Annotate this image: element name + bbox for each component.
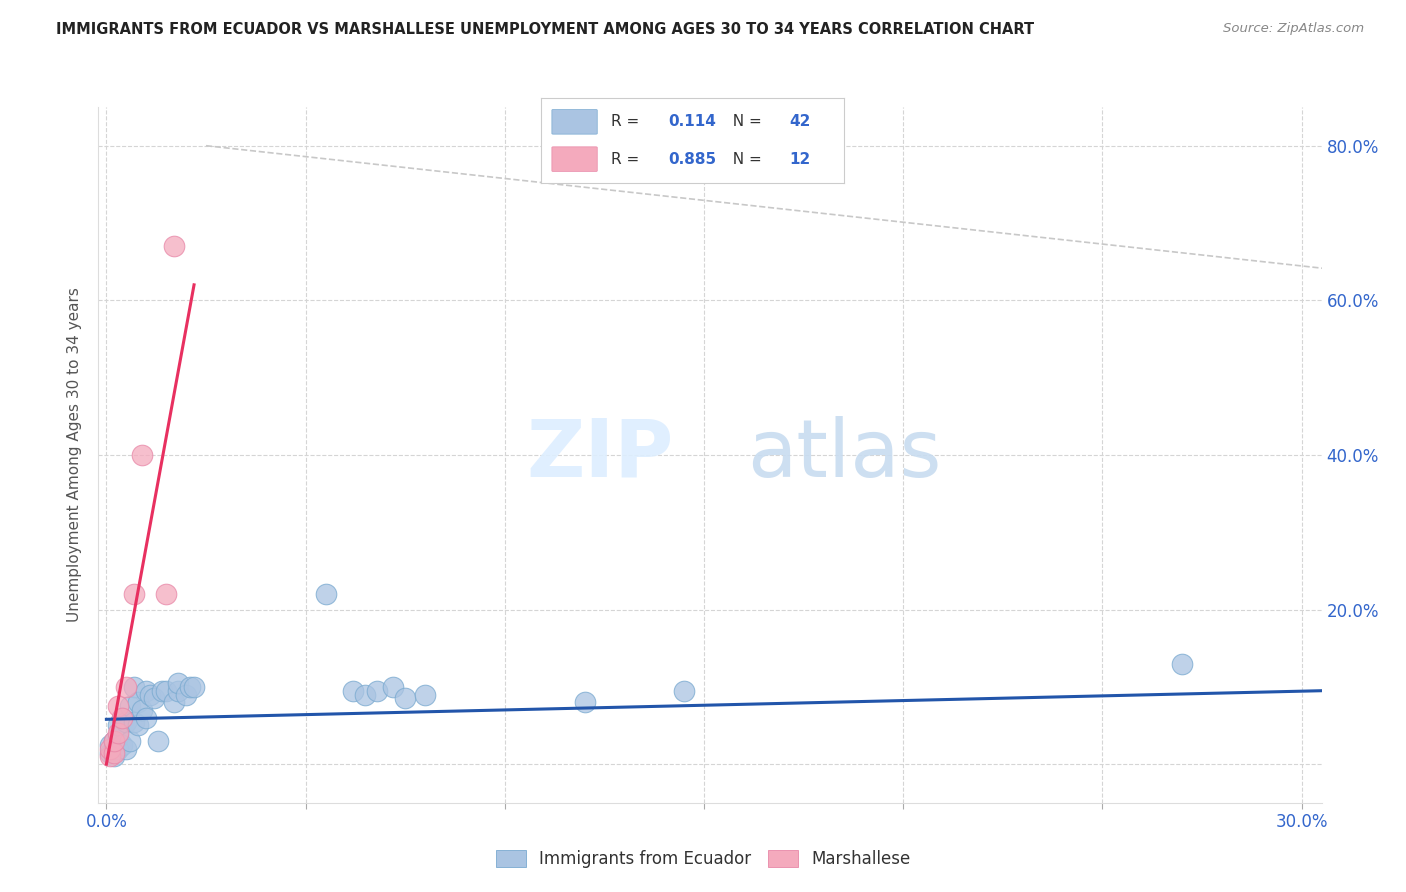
Text: R =: R =	[610, 152, 644, 167]
Point	[354, 688, 377, 702]
Point	[100, 738, 122, 752]
Point	[103, 734, 125, 748]
Point	[394, 691, 416, 706]
Point	[155, 683, 177, 698]
Point	[111, 711, 134, 725]
Text: atlas: atlas	[747, 416, 941, 494]
Point	[574, 695, 596, 709]
Point	[139, 688, 162, 702]
FancyBboxPatch shape	[553, 147, 598, 171]
Point	[127, 718, 149, 732]
Point	[413, 688, 436, 702]
Text: 42: 42	[789, 114, 811, 129]
Point	[100, 746, 122, 760]
Legend: Immigrants from Ecuador, Marshallese: Immigrants from Ecuador, Marshallese	[489, 843, 917, 875]
Point	[107, 726, 129, 740]
Point	[103, 741, 125, 756]
Text: 0.885: 0.885	[668, 152, 717, 167]
Point	[167, 683, 190, 698]
Point	[382, 680, 405, 694]
Point	[124, 680, 146, 694]
Point	[115, 680, 138, 694]
Text: R =: R =	[610, 114, 644, 129]
Point	[163, 239, 186, 253]
Point	[135, 711, 157, 725]
Point	[167, 676, 190, 690]
Point	[150, 683, 173, 698]
Text: 12: 12	[789, 152, 810, 167]
Point	[120, 734, 142, 748]
Text: N =: N =	[723, 114, 766, 129]
Point	[103, 749, 125, 764]
Point	[163, 695, 186, 709]
Point	[179, 680, 201, 694]
Text: 0.114: 0.114	[668, 114, 716, 129]
Point	[107, 699, 129, 714]
Point	[315, 587, 337, 601]
Text: IMMIGRANTS FROM ECUADOR VS MARSHALLESE UNEMPLOYMENT AMONG AGES 30 TO 34 YEARS CO: IMMIGRANTS FROM ECUADOR VS MARSHALLESE U…	[56, 22, 1035, 37]
Point	[120, 699, 142, 714]
Point	[124, 587, 146, 601]
Text: ZIP: ZIP	[526, 416, 673, 494]
Point	[366, 683, 388, 698]
Text: N =: N =	[723, 152, 766, 167]
FancyBboxPatch shape	[553, 110, 598, 134]
Point	[100, 741, 122, 756]
Point	[342, 683, 364, 698]
Point	[673, 683, 696, 698]
Point	[100, 749, 122, 764]
Point	[148, 734, 170, 748]
Point	[124, 714, 146, 729]
Text: Source: ZipAtlas.com: Source: ZipAtlas.com	[1223, 22, 1364, 36]
Y-axis label: Unemployment Among Ages 30 to 34 years: Unemployment Among Ages 30 to 34 years	[67, 287, 83, 623]
Point	[131, 448, 153, 462]
Point	[107, 730, 129, 744]
Point	[103, 746, 125, 760]
Point	[131, 703, 153, 717]
Point	[115, 741, 138, 756]
Point	[107, 741, 129, 756]
Point	[127, 695, 149, 709]
Point	[155, 587, 177, 601]
Point	[143, 691, 166, 706]
Point	[135, 683, 157, 698]
Point	[111, 738, 134, 752]
Point	[107, 718, 129, 732]
Point	[115, 714, 138, 729]
Point	[183, 680, 205, 694]
Point	[1171, 657, 1194, 671]
Point	[103, 734, 125, 748]
Point	[174, 688, 197, 702]
Point	[111, 711, 134, 725]
